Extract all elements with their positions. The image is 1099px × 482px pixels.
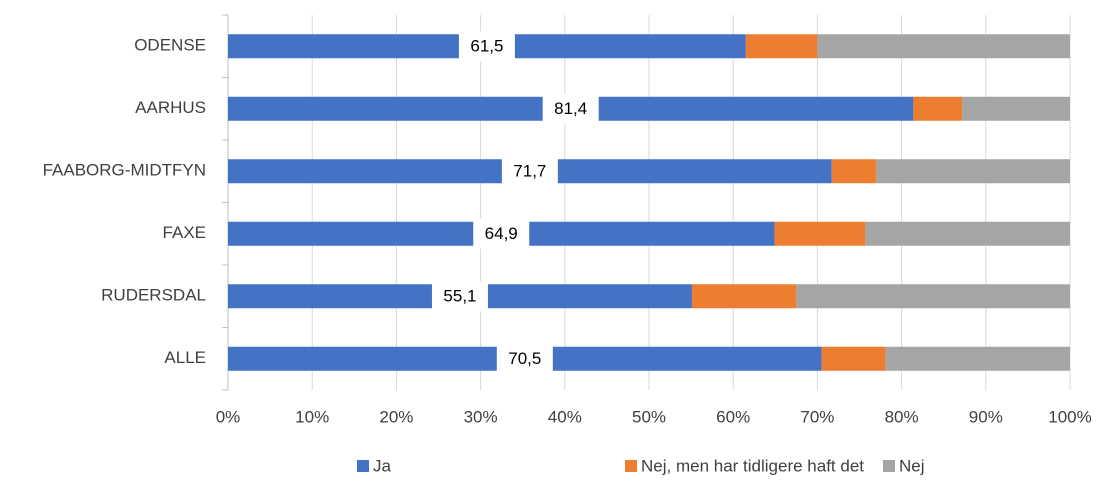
bar-segment <box>913 96 963 121</box>
bar-segment <box>962 96 1070 121</box>
x-tick-label: 90% <box>969 407 1003 426</box>
data-label-bg <box>473 218 530 249</box>
legend-label: Nej, men har tidligere haft det <box>641 456 864 475</box>
data-label-bg <box>501 156 558 187</box>
legend-swatch <box>625 460 637 472</box>
x-tick-label: 30% <box>464 407 498 426</box>
y-tick-label: ODENSE <box>134 36 206 55</box>
data-label-bg <box>431 281 488 312</box>
bar-segment <box>774 221 866 246</box>
bar-segment <box>821 346 886 371</box>
x-tick-label: 60% <box>716 407 750 426</box>
legend-label: Ja <box>373 456 392 475</box>
x-tick-label: 70% <box>800 407 834 426</box>
data-label: 61,5 <box>470 37 503 56</box>
data-label: 55,1 <box>443 287 476 306</box>
data-label-bg <box>496 343 553 374</box>
bar-segment <box>691 284 797 309</box>
x-tick-label: 40% <box>548 407 582 426</box>
y-tick-label: FAABORG-MIDTFYN <box>43 161 206 180</box>
data-label-bg <box>458 31 515 62</box>
bar-segment <box>745 34 818 59</box>
x-tick-label: 50% <box>632 407 666 426</box>
legend-label: Nej <box>899 456 925 475</box>
y-tick-label: FAXE <box>163 223 206 242</box>
bar-segment <box>817 34 1070 59</box>
bar-segment <box>876 159 1070 184</box>
data-label: 70,5 <box>508 349 541 368</box>
y-tick-label: ALLE <box>164 348 206 367</box>
bar-segment <box>865 221 1070 246</box>
y-tick-label: RUDERSDAL <box>101 286 206 305</box>
data-label: 81,4 <box>554 99 587 118</box>
legend-swatch <box>883 460 895 472</box>
x-tick-label: 10% <box>295 407 329 426</box>
bar-segment <box>885 346 1070 371</box>
bar-segment <box>796 284 1070 309</box>
data-label-bg <box>542 93 599 124</box>
x-tick-label: 20% <box>379 407 413 426</box>
bar-segment <box>831 159 877 184</box>
x-tick-label: 0% <box>216 407 241 426</box>
data-label: 71,7 <box>513 162 546 181</box>
x-tick-label: 80% <box>885 407 919 426</box>
y-tick-label: AARHUS <box>135 98 206 117</box>
legend-swatch <box>357 460 369 472</box>
data-label: 64,9 <box>485 224 518 243</box>
x-tick-label: 100% <box>1048 407 1091 426</box>
